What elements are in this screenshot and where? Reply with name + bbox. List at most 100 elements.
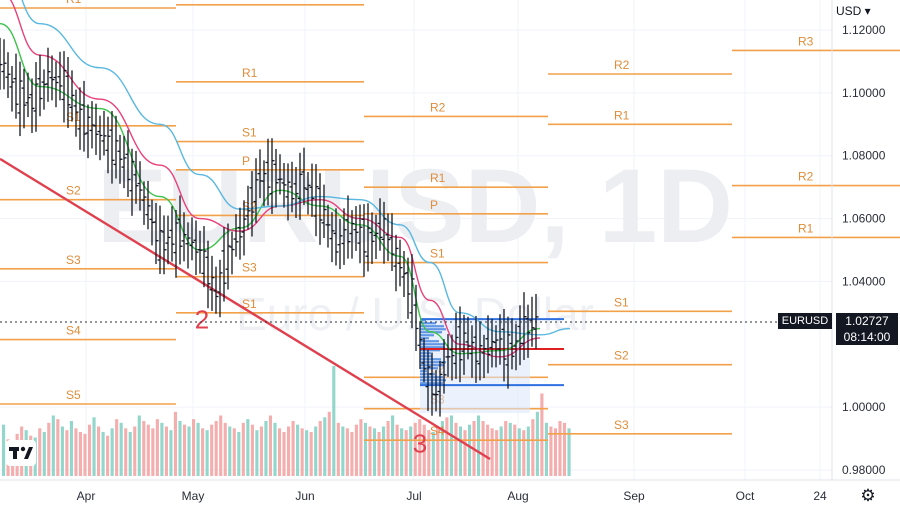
ohlc-bar — [473, 315, 479, 383]
volume-bar — [562, 422, 567, 476]
ohlc-bar — [381, 201, 387, 264]
volume-bar — [323, 417, 327, 476]
volume-bar — [169, 430, 173, 476]
ohlc-bar — [353, 206, 359, 251]
ohlc-bar — [121, 136, 127, 189]
volume-bar — [305, 430, 309, 476]
ohlc-bar — [481, 334, 487, 379]
volume-bar — [128, 432, 132, 476]
volume-bar — [187, 426, 191, 476]
pivot-label-r1: R1 — [430, 171, 446, 185]
ohlc-bar — [425, 349, 431, 411]
wave-labels: 23 — [195, 305, 427, 459]
ohlc-bar — [525, 304, 531, 358]
ohlc-bar — [513, 323, 519, 371]
ohlc-bar — [461, 314, 467, 375]
settings-gear-button[interactable]: ⚙ — [856, 486, 880, 506]
pivot-label-r1: R1 — [798, 221, 814, 235]
ohlc-bar — [465, 316, 471, 360]
ohlc-bar — [509, 318, 515, 370]
volume-bar — [273, 422, 277, 476]
ohlc-bar — [37, 54, 43, 117]
volume-bar — [259, 426, 263, 476]
ohlc-bar — [213, 266, 219, 314]
pivot-label-s1: S1 — [614, 295, 629, 309]
volume-bar — [164, 426, 168, 476]
currency-selector[interactable]: USD ▾ — [836, 4, 871, 18]
price-scale[interactable]: 1.12000 1.10000 1.08000 1.06000 1.04000 1.000… — [842, 23, 886, 477]
volume-bar — [296, 424, 300, 476]
volume-bar — [142, 421, 146, 476]
ohlc-bar — [269, 138, 275, 214]
ohlc-bar — [501, 308, 507, 382]
volume-bar — [101, 432, 105, 476]
ohlc-bar — [33, 62, 39, 132]
ohlc-bar — [329, 212, 335, 263]
wave-label-2: 2 — [195, 305, 209, 335]
ohlc-bar — [413, 284, 419, 352]
volume-bar — [449, 415, 453, 476]
volume-bar — [553, 428, 558, 476]
time-tick-label: Aug — [507, 489, 528, 503]
ohlc-bar — [85, 104, 91, 159]
ohlc-bar — [237, 207, 243, 260]
ohlc-bar — [181, 212, 187, 262]
time-tick-label: Oct — [736, 489, 755, 503]
ohlc-bar — [521, 292, 527, 361]
volume-bar — [377, 432, 381, 476]
volume-bar — [47, 422, 51, 476]
volume-profile-row — [420, 355, 432, 358]
last-price-value: 1.02727 — [845, 314, 889, 328]
ohlc-bar — [109, 111, 115, 184]
volume-bar — [567, 428, 571, 476]
ohlc-bar — [169, 206, 175, 262]
volume-bar — [291, 421, 295, 476]
volume-bar — [255, 430, 259, 476]
volume-bar — [526, 426, 530, 476]
volume-bar — [133, 426, 137, 476]
ohlc-bar — [409, 254, 415, 329]
ohlc-bar — [437, 360, 443, 417]
time-scale[interactable]: Apr May Jun Jul Aug Sep Oct 24 — [77, 489, 827, 503]
ohlc-bar — [405, 257, 411, 319]
volume-bar — [422, 424, 426, 476]
volume-bar — [228, 426, 232, 476]
volume-bar — [146, 424, 150, 476]
trendline[interactable] — [0, 157, 491, 461]
ohlc-bar — [17, 61, 23, 137]
volume-bar — [549, 426, 553, 476]
ohlc-bar — [273, 148, 279, 208]
ohlc-bar — [97, 115, 103, 161]
ohlc-bar — [29, 78, 35, 134]
volume-bar — [268, 415, 273, 476]
ohlc-bar — [253, 158, 259, 223]
pivot-label-r2: R2 — [614, 58, 630, 72]
pivot-label-s2: S2 — [242, 199, 257, 213]
volume-bar — [65, 430, 69, 476]
ohlc-bar — [321, 184, 327, 238]
ohlc-bar — [61, 51, 67, 123]
pivot-label-r2: R2 — [242, 0, 258, 3]
volume-bar — [368, 426, 372, 476]
ohlc-bar — [89, 101, 95, 149]
ohlc-bar — [505, 316, 511, 389]
volume-profile-row — [420, 334, 434, 337]
ohlc-bar — [217, 259, 223, 318]
volume-profile-row — [420, 361, 446, 364]
volume-profile-row — [420, 328, 446, 331]
volume-bar — [219, 415, 223, 476]
volume-bar — [508, 422, 512, 476]
tradingview-logo[interactable] — [6, 440, 36, 466]
volume-bar — [115, 419, 119, 476]
price-tick-label: 1.00000 — [842, 400, 886, 414]
ohlc-bar — [233, 214, 239, 257]
volume-bar — [382, 426, 386, 476]
volume-bar — [517, 428, 521, 476]
ohlc-bar — [73, 89, 79, 137]
volume-bar — [232, 428, 236, 476]
volume-bar — [178, 421, 182, 476]
ohlc-bar — [377, 198, 383, 251]
grid — [0, 0, 832, 480]
volume-bar — [318, 421, 322, 476]
